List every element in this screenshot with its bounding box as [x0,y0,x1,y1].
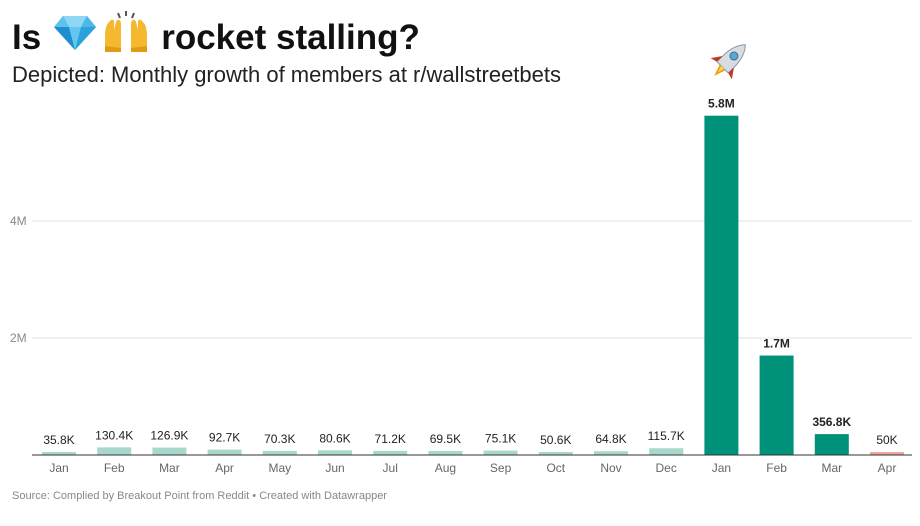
x-tick-label: Mar [159,461,180,475]
data-label: 130.4K [95,428,133,442]
bar [262,450,297,455]
data-label: 80.6K [319,431,350,445]
data-label: 70.3K [264,432,295,446]
x-tick-label: Aug [435,461,456,475]
bar [152,447,187,455]
x-tick-label: Sep [490,461,512,475]
data-label: 92.7K [209,431,240,445]
y-tick-label: 4M [10,214,27,228]
bar [483,450,518,455]
gem-icon [53,12,97,63]
data-label: 64.8K [595,432,626,446]
bar [97,447,132,455]
data-label: 115.7K [648,429,685,443]
bar [870,452,904,455]
data-label: 126.9K [150,429,188,443]
data-label: 35.8K [43,433,74,447]
x-tick-label: May [268,461,291,475]
x-tick-label: Apr [215,461,234,475]
x-tick-label: Jan [712,461,731,475]
data-label: 75.1K [485,432,516,446]
title-suffix: rocket stalling? [161,17,420,57]
x-tick-label: Feb [104,461,125,475]
bar [594,451,628,455]
x-tick-label: Oct [546,461,565,475]
bar [373,450,408,455]
data-label: 69.5K [430,432,461,446]
chart-title: Is rocket stalling? [12,10,420,65]
data-label: 50K [876,433,897,447]
raised-hands-icon [101,10,151,65]
data-label: 50.6K [540,433,571,447]
x-tick-label: Jul [383,461,398,475]
x-tick-label: Dec [656,461,677,475]
bar [814,434,849,455]
chart-subtitle: Depicted: Monthly growth of members at r… [12,62,562,87]
data-label: 1.7M [763,337,790,351]
bar [759,355,794,455]
x-tick-label: Nov [600,461,621,475]
bar [649,448,684,455]
bar [42,452,76,455]
x-tick-label: Jan [49,461,68,475]
bar [207,449,242,455]
rocket-icon [704,36,754,91]
x-tick-label: Feb [766,461,787,475]
data-label: 5.8M [708,97,735,111]
data-label: 71.2K [375,432,406,446]
bar [428,450,463,455]
x-tick-label: Apr [878,461,897,475]
x-tick-label: Mar [821,461,842,475]
y-tick-label: 2M [10,331,27,345]
x-tick-label: Jun [325,461,344,475]
data-label: 356.8K [812,415,851,429]
bar [704,115,739,455]
source-note: Source: Complied by Breakout Point from … [12,490,387,502]
title-prefix: Is [12,17,42,57]
bar [318,450,352,455]
bar [538,452,573,455]
